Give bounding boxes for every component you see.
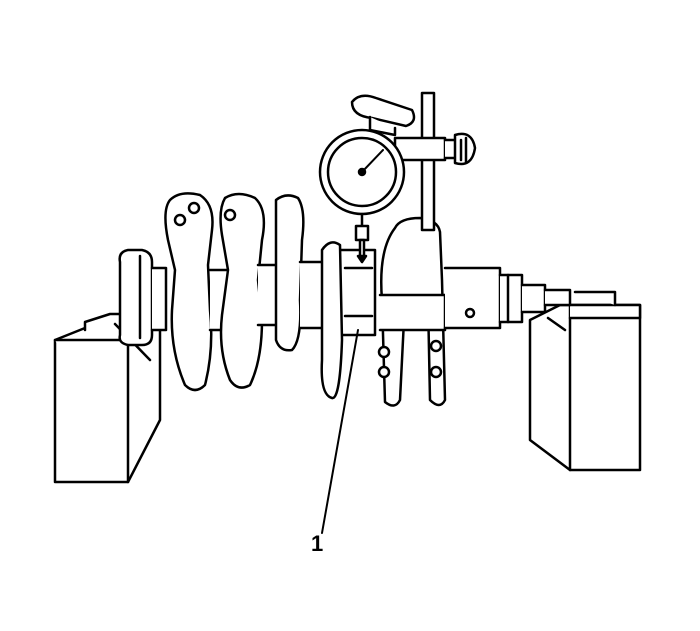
dial-indicator (318, 91, 477, 264)
callout-leader-line (321, 329, 359, 534)
right-v-block (528, 290, 642, 472)
crankshaft (118, 192, 572, 407)
callout-label-1: 1 (311, 531, 324, 556)
